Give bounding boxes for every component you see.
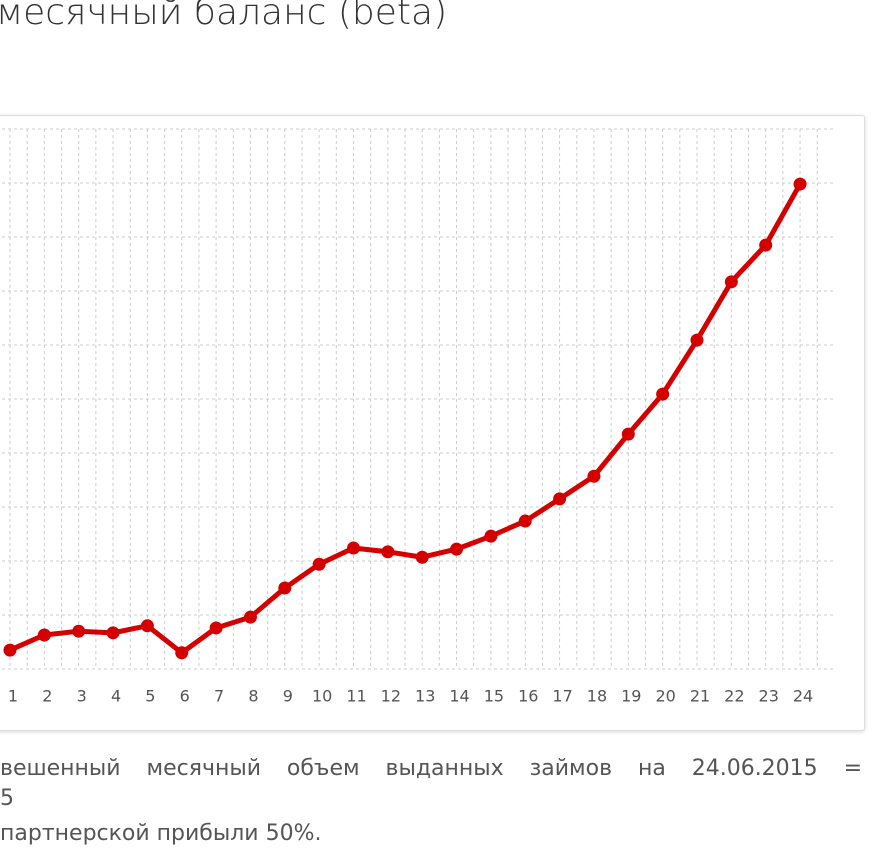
x-tick-label: 23	[759, 687, 779, 706]
data-point	[793, 177, 807, 191]
data-point	[450, 542, 464, 556]
data-point	[621, 427, 635, 441]
data-point	[106, 626, 120, 640]
x-tick-label: 9	[283, 687, 293, 706]
data-point	[484, 529, 498, 543]
x-tick-label: 24	[793, 687, 813, 706]
chart: 1 2 3 4 5 6 7 8 9 10 11 12 13 14 15 16 17 18 19 20 21 22 23 24	[0, 128, 835, 706]
x-tick-label: 6	[180, 687, 190, 706]
x-tick-label: 18	[587, 687, 607, 706]
x-tick-label: 19	[621, 687, 641, 706]
x-tick-label: 20	[655, 687, 675, 706]
x-tick-label: 15	[484, 687, 504, 706]
data-point	[347, 541, 360, 555]
x-tick-label: 21	[690, 687, 710, 706]
x-tick-label: 4	[111, 687, 121, 706]
x-tick-label: 8	[248, 687, 258, 706]
data-point	[209, 621, 223, 635]
x-tick-label: 7	[214, 687, 224, 706]
data-point	[243, 610, 257, 624]
data-point	[656, 387, 670, 401]
data-point	[278, 581, 292, 595]
data-point	[381, 545, 395, 559]
x-tick-label: 12	[381, 687, 401, 706]
x-tick-label: 2	[42, 687, 52, 706]
data-point	[518, 514, 532, 528]
data-point	[175, 646, 189, 660]
summary-line: партнерской прибыли 50%.	[0, 821, 322, 846]
data-point	[587, 469, 601, 483]
x-tick-label: 13	[415, 687, 435, 706]
data-point	[312, 557, 326, 571]
data-point	[3, 643, 17, 657]
x-tick-label: 1	[8, 687, 18, 706]
x-tick-label: 3	[77, 687, 87, 706]
data-point	[759, 238, 773, 252]
data-point	[415, 550, 429, 564]
x-tick-label: 16	[518, 687, 538, 706]
data-point	[37, 628, 51, 642]
data-point	[72, 624, 86, 638]
page-title: месячный баланс (beta)	[0, 0, 448, 33]
data-point	[690, 333, 704, 347]
x-tick-label: 14	[449, 687, 469, 706]
data-point	[553, 492, 567, 506]
data-point	[724, 275, 738, 289]
x-tick-label: 11	[346, 687, 366, 706]
x-tick-label: 5	[145, 687, 155, 706]
data-point	[140, 619, 154, 633]
x-tick-label: 17	[552, 687, 572, 706]
summary-line: вешенный месячный объем выданных займов …	[0, 756, 862, 781]
summary-line: 5	[0, 786, 14, 811]
x-tick-label: 22	[724, 687, 744, 706]
x-tick-label: 10	[312, 687, 332, 706]
